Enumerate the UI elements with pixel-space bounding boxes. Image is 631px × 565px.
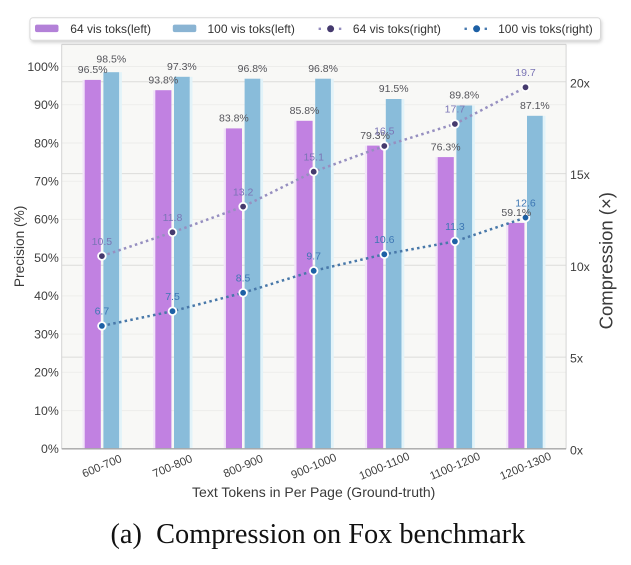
svg-text:96.8%: 96.8% [308,63,338,75]
svg-text:19.7: 19.7 [515,67,536,79]
svg-text:10%: 10% [34,404,59,418]
svg-text:9.7: 9.7 [306,251,321,263]
svg-text:5x: 5x [570,352,584,366]
svg-text:64 vis toks(left): 64 vis toks(left) [70,22,151,36]
svg-text:700-800: 700-800 [151,453,194,480]
svg-text:30%: 30% [34,327,59,341]
svg-text:900-1000: 900-1000 [290,452,339,482]
svg-text:0x: 0x [570,443,584,457]
svg-text:98.5%: 98.5% [96,54,126,66]
svg-text:600-700: 600-700 [81,453,124,480]
svg-text:96.8%: 96.8% [238,63,268,75]
svg-text:89.8%: 89.8% [449,90,479,102]
svg-text:40%: 40% [34,289,59,303]
svg-text:79.3%: 79.3% [360,130,390,142]
svg-text:1200-1300: 1200-1300 [498,451,553,483]
svg-text:15x: 15x [570,168,591,182]
svg-text:Text Tokens in Per Page (Groun: Text Tokens in Per Page (Ground-truth) [192,484,435,500]
svg-text:80%: 80% [34,136,59,150]
svg-text:Compression (×): Compression (×) [596,192,617,329]
svg-text:20x: 20x [570,76,591,90]
svg-text:11.3: 11.3 [445,221,465,233]
svg-text:1100-1200: 1100-1200 [428,451,482,483]
svg-text:800-900: 800-900 [222,453,265,480]
svg-text:91.5%: 91.5% [379,83,409,95]
svg-text:64 vis toks(right): 64 vis toks(right) [353,22,441,36]
svg-text:83.8%: 83.8% [219,113,249,125]
svg-text:59.1%: 59.1% [501,207,531,219]
svg-text:13.2: 13.2 [233,186,254,198]
svg-text:Precision (%): Precision (%) [12,206,27,287]
svg-text:20%: 20% [34,366,59,380]
svg-text:90%: 90% [34,98,59,112]
svg-text:10x: 10x [570,260,591,274]
svg-text:96.5%: 96.5% [78,64,108,76]
svg-text:1000-1100: 1000-1100 [358,451,412,483]
svg-text:87.1%: 87.1% [520,100,550,112]
svg-text:10.5: 10.5 [92,236,113,248]
svg-text:16.5: 16.5 [374,126,395,138]
svg-text:7.5: 7.5 [165,291,180,303]
svg-text:100%: 100% [27,60,59,74]
svg-text:8.5: 8.5 [236,273,251,285]
svg-text:15.1: 15.1 [303,151,324,163]
svg-text:50%: 50% [34,251,59,265]
svg-text:100 vis toks(left): 100 vis toks(left) [208,22,295,36]
svg-text:93.8%: 93.8% [148,74,178,86]
svg-text:6.7: 6.7 [95,306,110,318]
svg-text:12.6: 12.6 [515,197,536,209]
svg-text:76.3%: 76.3% [431,141,461,153]
svg-text:11.8: 11.8 [163,212,183,224]
svg-text:100 vis toks(right): 100 vis toks(right) [498,22,593,36]
svg-text:17.7: 17.7 [445,104,466,116]
svg-text:85.8%: 85.8% [290,105,320,117]
svg-text:97.3%: 97.3% [167,61,197,73]
svg-text:10.6: 10.6 [374,234,395,246]
svg-text:70%: 70% [34,175,59,189]
svg-text:0%: 0% [41,442,59,456]
svg-text:(a) Compression on Fox benchm: (a) Compression on Fox benchmark [111,519,526,550]
svg-text:60%: 60% [34,213,59,227]
